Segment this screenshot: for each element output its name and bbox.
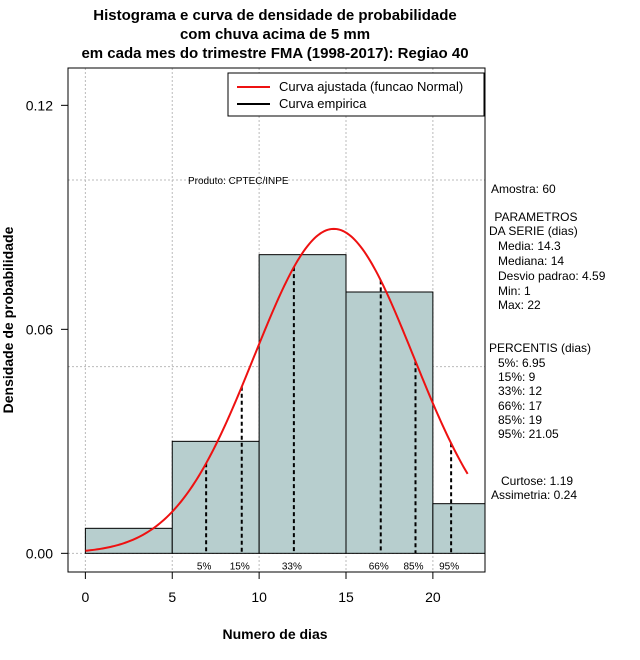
percentil-66: 66%: 17 xyxy=(498,399,542,413)
histogram-bar-3 xyxy=(345,291,434,554)
percentile-label-1: 15% xyxy=(230,561,250,572)
x-tick-label-1: 5 xyxy=(168,589,176,605)
percentile-label-5: 95% xyxy=(439,561,459,572)
curtose: Curtose: 1.19 xyxy=(501,474,573,488)
chart-title-line-2: com chuva acima de 5 mm xyxy=(180,26,370,43)
percentile-label-4: 85% xyxy=(403,561,423,572)
x-tick-label-4: 20 xyxy=(425,589,441,605)
normal-curve-path xyxy=(85,227,469,552)
x-tick-label-0: 0 xyxy=(81,589,89,605)
legend-label-empirical: Curva empirica xyxy=(279,96,367,111)
y-axis-label: Densidade de probabilidade xyxy=(0,226,16,413)
normal-curve xyxy=(85,227,469,552)
percentis-title: PERCENTIS (dias) xyxy=(489,341,591,355)
percentil-95: 95%: 21.05 xyxy=(498,427,559,441)
param-mean: Media: 14.3 xyxy=(498,239,561,253)
x-axis-label: Numero de dias xyxy=(222,626,327,642)
percentile-label-3: 66% xyxy=(369,561,389,572)
x-axis: 0 5 10 15 20 xyxy=(81,572,441,605)
chart-title-line-1: Histograma e curva de densidade de proba… xyxy=(93,7,456,24)
assimetria: Assimetria: 0.24 xyxy=(491,488,577,502)
histogram-bar-4 xyxy=(432,503,486,554)
legend-label-normal: Curva ajustada (funcao Normal) xyxy=(279,79,463,94)
y-tick-label-1: 0.06 xyxy=(26,321,53,337)
legend: Curva ajustada (funcao Normal) Curva emp… xyxy=(227,72,485,117)
x-tick-label-3: 15 xyxy=(338,589,354,605)
param-median: Mediana: 14 xyxy=(498,254,564,268)
histogram-bar-2 xyxy=(258,254,347,554)
statistics-panel: Amostra: 60 PARAMETROS DA SERIE (dias) M… xyxy=(489,182,606,502)
chart-title-line-3: em cada mes do trimestre FMA (1998-2017)… xyxy=(81,45,468,62)
plot-frame xyxy=(67,67,486,573)
param-min: Min: 1 xyxy=(498,284,531,298)
param-sd: Desvio padrao: 4.59 xyxy=(498,269,606,283)
x-tick-label-2: 10 xyxy=(251,589,267,605)
params-title-1: PARAMETROS xyxy=(491,210,577,224)
percentil-15: 15%: 9 xyxy=(498,370,536,384)
percentil-85: 85%: 19 xyxy=(498,413,542,427)
y-tick-label-2: 0.12 xyxy=(26,97,53,113)
histogram-bars xyxy=(84,254,486,554)
y-tick-label-0: 0.00 xyxy=(26,545,53,561)
histogram-bar-1 xyxy=(171,440,260,554)
product-annotation: Produto: CPTEC/INPE xyxy=(188,176,289,187)
percentile-lines: 5% 15% 33% 66% 85% 95% xyxy=(197,267,459,572)
legend-box xyxy=(227,72,485,117)
sample-size: Amostra: 60 xyxy=(491,182,556,196)
params-title-2: DA SERIE (dias) xyxy=(489,224,578,238)
param-max: Max: 22 xyxy=(498,298,541,312)
y-axis: 0.00 0.06 0.12 xyxy=(26,97,68,561)
percentile-label-0: 5% xyxy=(197,561,212,572)
percentil-5: 5%: 6.95 xyxy=(498,356,546,370)
percentil-33: 33%: 12 xyxy=(498,384,542,398)
percentile-label-2: 33% xyxy=(282,561,302,572)
